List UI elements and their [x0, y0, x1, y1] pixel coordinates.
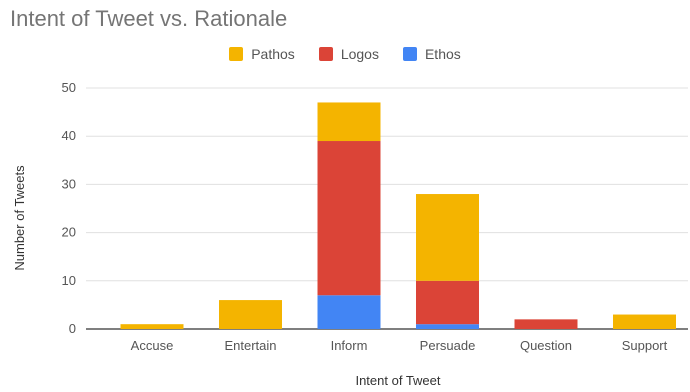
- bar-pathos-persuade: [416, 194, 479, 281]
- gridlines: [86, 87, 688, 330]
- bar-pathos-accuse: [120, 324, 184, 329]
- x-axis-ticks: Accuse Entertain Inform Persuade Question Sup…: [131, 338, 668, 353]
- legend-swatch-ethos: [402, 47, 417, 61]
- legend-label-logos: Logos: [340, 46, 379, 62]
- chart-legend: Pathos Logos Ethos: [0, 46, 690, 62]
- legend-item-logos: Logos: [318, 46, 379, 62]
- x-tick-label: Support: [622, 338, 668, 353]
- y-tick-label: 10: [62, 273, 76, 288]
- bars: [120, 102, 676, 329]
- legend-label-pathos: Pathos: [251, 46, 295, 62]
- y-axis-ticks: 0 10 20 30 40 50: [62, 80, 76, 336]
- y-tick-label: 50: [62, 80, 76, 95]
- legend-item-ethos: Ethos: [402, 46, 461, 62]
- x-tick-label: Entertain: [224, 338, 276, 353]
- legend-label-ethos: Ethos: [424, 46, 461, 62]
- x-axis-title: Intent of Tweet: [355, 373, 440, 388]
- chart-title: Intent of Tweet vs. Rationale: [10, 6, 288, 31]
- bar-ethos-inform: [317, 295, 381, 329]
- legend-swatch-pathos: [229, 47, 244, 61]
- x-tick-label: Question: [520, 338, 572, 353]
- bar-pathos-support: [613, 314, 676, 329]
- y-tick-label: 40: [62, 128, 76, 143]
- y-tick-label: 0: [69, 321, 76, 336]
- bar-logos-inform: [317, 141, 381, 296]
- y-tick-label: 30: [62, 176, 76, 191]
- y-tick-label: 20: [62, 225, 76, 240]
- x-tick-label: Persuade: [420, 338, 476, 353]
- bar-ethos-persuade: [416, 324, 479, 329]
- bar-logos-question: [514, 319, 578, 329]
- x-tick-label: Accuse: [131, 338, 174, 353]
- x-tick-label: Inform: [331, 338, 368, 353]
- bar-pathos-inform: [317, 102, 381, 142]
- bar-logos-persuade: [416, 280, 479, 325]
- y-axis-title: Number of Tweets: [12, 165, 27, 271]
- legend-item-pathos: Pathos: [229, 46, 295, 62]
- legend-swatch-logos: [318, 47, 333, 61]
- bar-pathos-entertain: [219, 300, 282, 329]
